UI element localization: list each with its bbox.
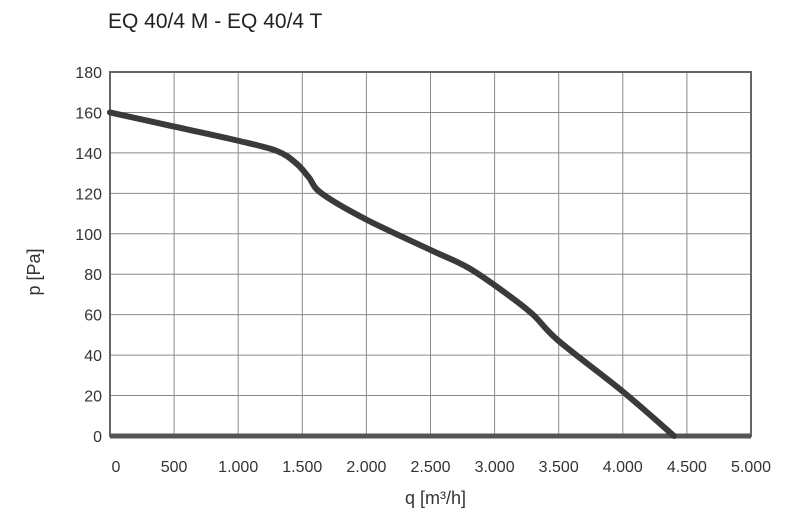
y-tick-label: 60 bbox=[84, 308, 102, 325]
x-tick-label: 0 bbox=[112, 459, 121, 476]
x-tick-label: 500 bbox=[161, 459, 188, 476]
x-tick-label: 5.000 bbox=[731, 459, 771, 476]
y-tick-label: 0 bbox=[93, 429, 102, 446]
y-tick-label: 100 bbox=[75, 227, 102, 244]
y-tick-label: 120 bbox=[75, 186, 102, 203]
y-tick-label: 140 bbox=[75, 146, 102, 163]
x-tick-labels: 0 500 1.000 1.500 2.000 2.500 3.000 3.500 4.000 4… bbox=[112, 459, 772, 476]
chart-title: EQ 40/4 M - EQ 40/4 T bbox=[108, 10, 323, 33]
y-tick-label: 40 bbox=[84, 348, 102, 365]
x-tick-label: 3.000 bbox=[475, 459, 515, 476]
x-tick-label: 2.000 bbox=[346, 459, 386, 476]
x-tick-label: 2.500 bbox=[410, 459, 450, 476]
x-tick-label: 1.500 bbox=[282, 459, 322, 476]
x-axis-label: q [m³/h] bbox=[405, 488, 466, 508]
y-tick-label: 180 bbox=[75, 65, 102, 82]
y-tick-label: 160 bbox=[75, 105, 102, 122]
grid-lines bbox=[109, 71, 752, 437]
x-tick-label: 4.000 bbox=[603, 459, 643, 476]
y-tick-label: 80 bbox=[84, 267, 102, 284]
series-line bbox=[107, 109, 678, 439]
x-tick-label: 1.000 bbox=[218, 459, 258, 476]
y-tick-label: 20 bbox=[84, 389, 102, 406]
x-tick-label: 4.500 bbox=[667, 459, 707, 476]
x-tick-label: 3.500 bbox=[539, 459, 579, 476]
y-tick-labels: 0 20 40 60 80 100 120 140 160 180 bbox=[75, 65, 102, 446]
y-axis-label: p [Pa] bbox=[24, 248, 44, 295]
